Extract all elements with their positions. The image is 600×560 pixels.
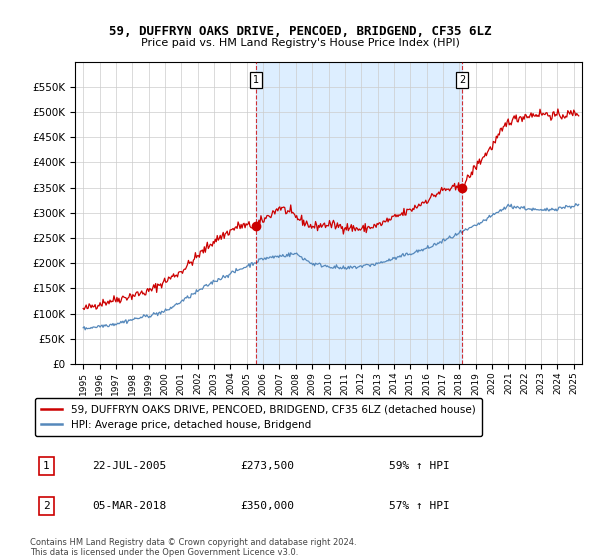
Text: 2: 2: [43, 501, 50, 511]
Text: 59, DUFFRYN OAKS DRIVE, PENCOED, BRIDGEND, CF35 6LZ: 59, DUFFRYN OAKS DRIVE, PENCOED, BRIDGEN…: [109, 25, 491, 38]
Legend: 59, DUFFRYN OAKS DRIVE, PENCOED, BRIDGEND, CF35 6LZ (detached house), HPI: Avera: 59, DUFFRYN OAKS DRIVE, PENCOED, BRIDGEN…: [35, 398, 482, 436]
Text: Contains HM Land Registry data © Crown copyright and database right 2024.
This d: Contains HM Land Registry data © Crown c…: [30, 538, 356, 557]
Text: £273,500: £273,500: [241, 461, 295, 471]
Text: 59% ↑ HPI: 59% ↑ HPI: [389, 461, 449, 471]
Text: Price paid vs. HM Land Registry's House Price Index (HPI): Price paid vs. HM Land Registry's House …: [140, 38, 460, 48]
Text: 57% ↑ HPI: 57% ↑ HPI: [389, 501, 449, 511]
Bar: [256, 62, 462, 364]
Text: 05-MAR-2018: 05-MAR-2018: [92, 501, 166, 511]
Text: 1: 1: [253, 74, 259, 85]
Text: £350,000: £350,000: [241, 501, 295, 511]
Text: 1: 1: [43, 461, 50, 471]
Text: 22-JUL-2005: 22-JUL-2005: [92, 461, 166, 471]
Text: 2: 2: [459, 74, 465, 85]
